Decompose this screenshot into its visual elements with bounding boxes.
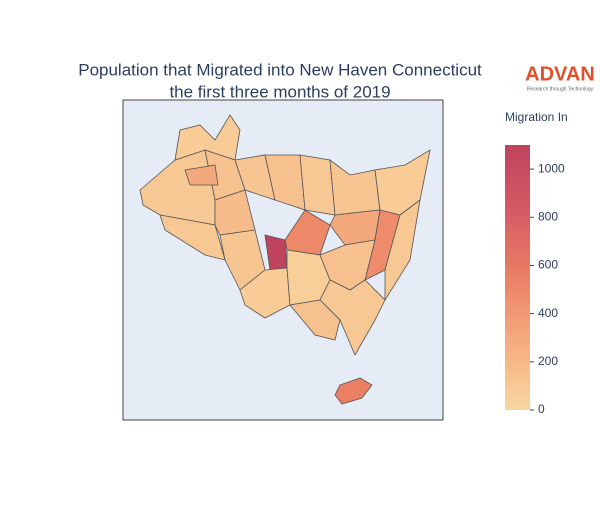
chart-subtitle: the first three months of 2019 bbox=[169, 82, 390, 101]
colorbar-tick-label: 800 bbox=[538, 209, 558, 223]
region bbox=[299, 154, 336, 216]
region bbox=[284, 209, 331, 256]
colorbar-tick-label: 400 bbox=[538, 306, 558, 320]
logo-name: ADVAN bbox=[525, 63, 595, 85]
colorbar bbox=[505, 145, 530, 410]
region bbox=[184, 164, 219, 186]
colorbar-title: Migration In bbox=[505, 110, 568, 124]
colorbar-tick-label: 0 bbox=[538, 402, 545, 416]
region bbox=[334, 377, 373, 405]
colorbar-tick-label: 1000 bbox=[538, 161, 565, 175]
colorbar-tick-label: 600 bbox=[538, 258, 558, 272]
region bbox=[159, 214, 226, 261]
region bbox=[384, 199, 421, 302]
logo-tagline: Research through Technology bbox=[527, 86, 594, 92]
chart-title: Population that Migrated into New Haven … bbox=[78, 60, 482, 79]
colorbar-tick-label: 200 bbox=[538, 354, 558, 368]
region bbox=[289, 299, 341, 341]
